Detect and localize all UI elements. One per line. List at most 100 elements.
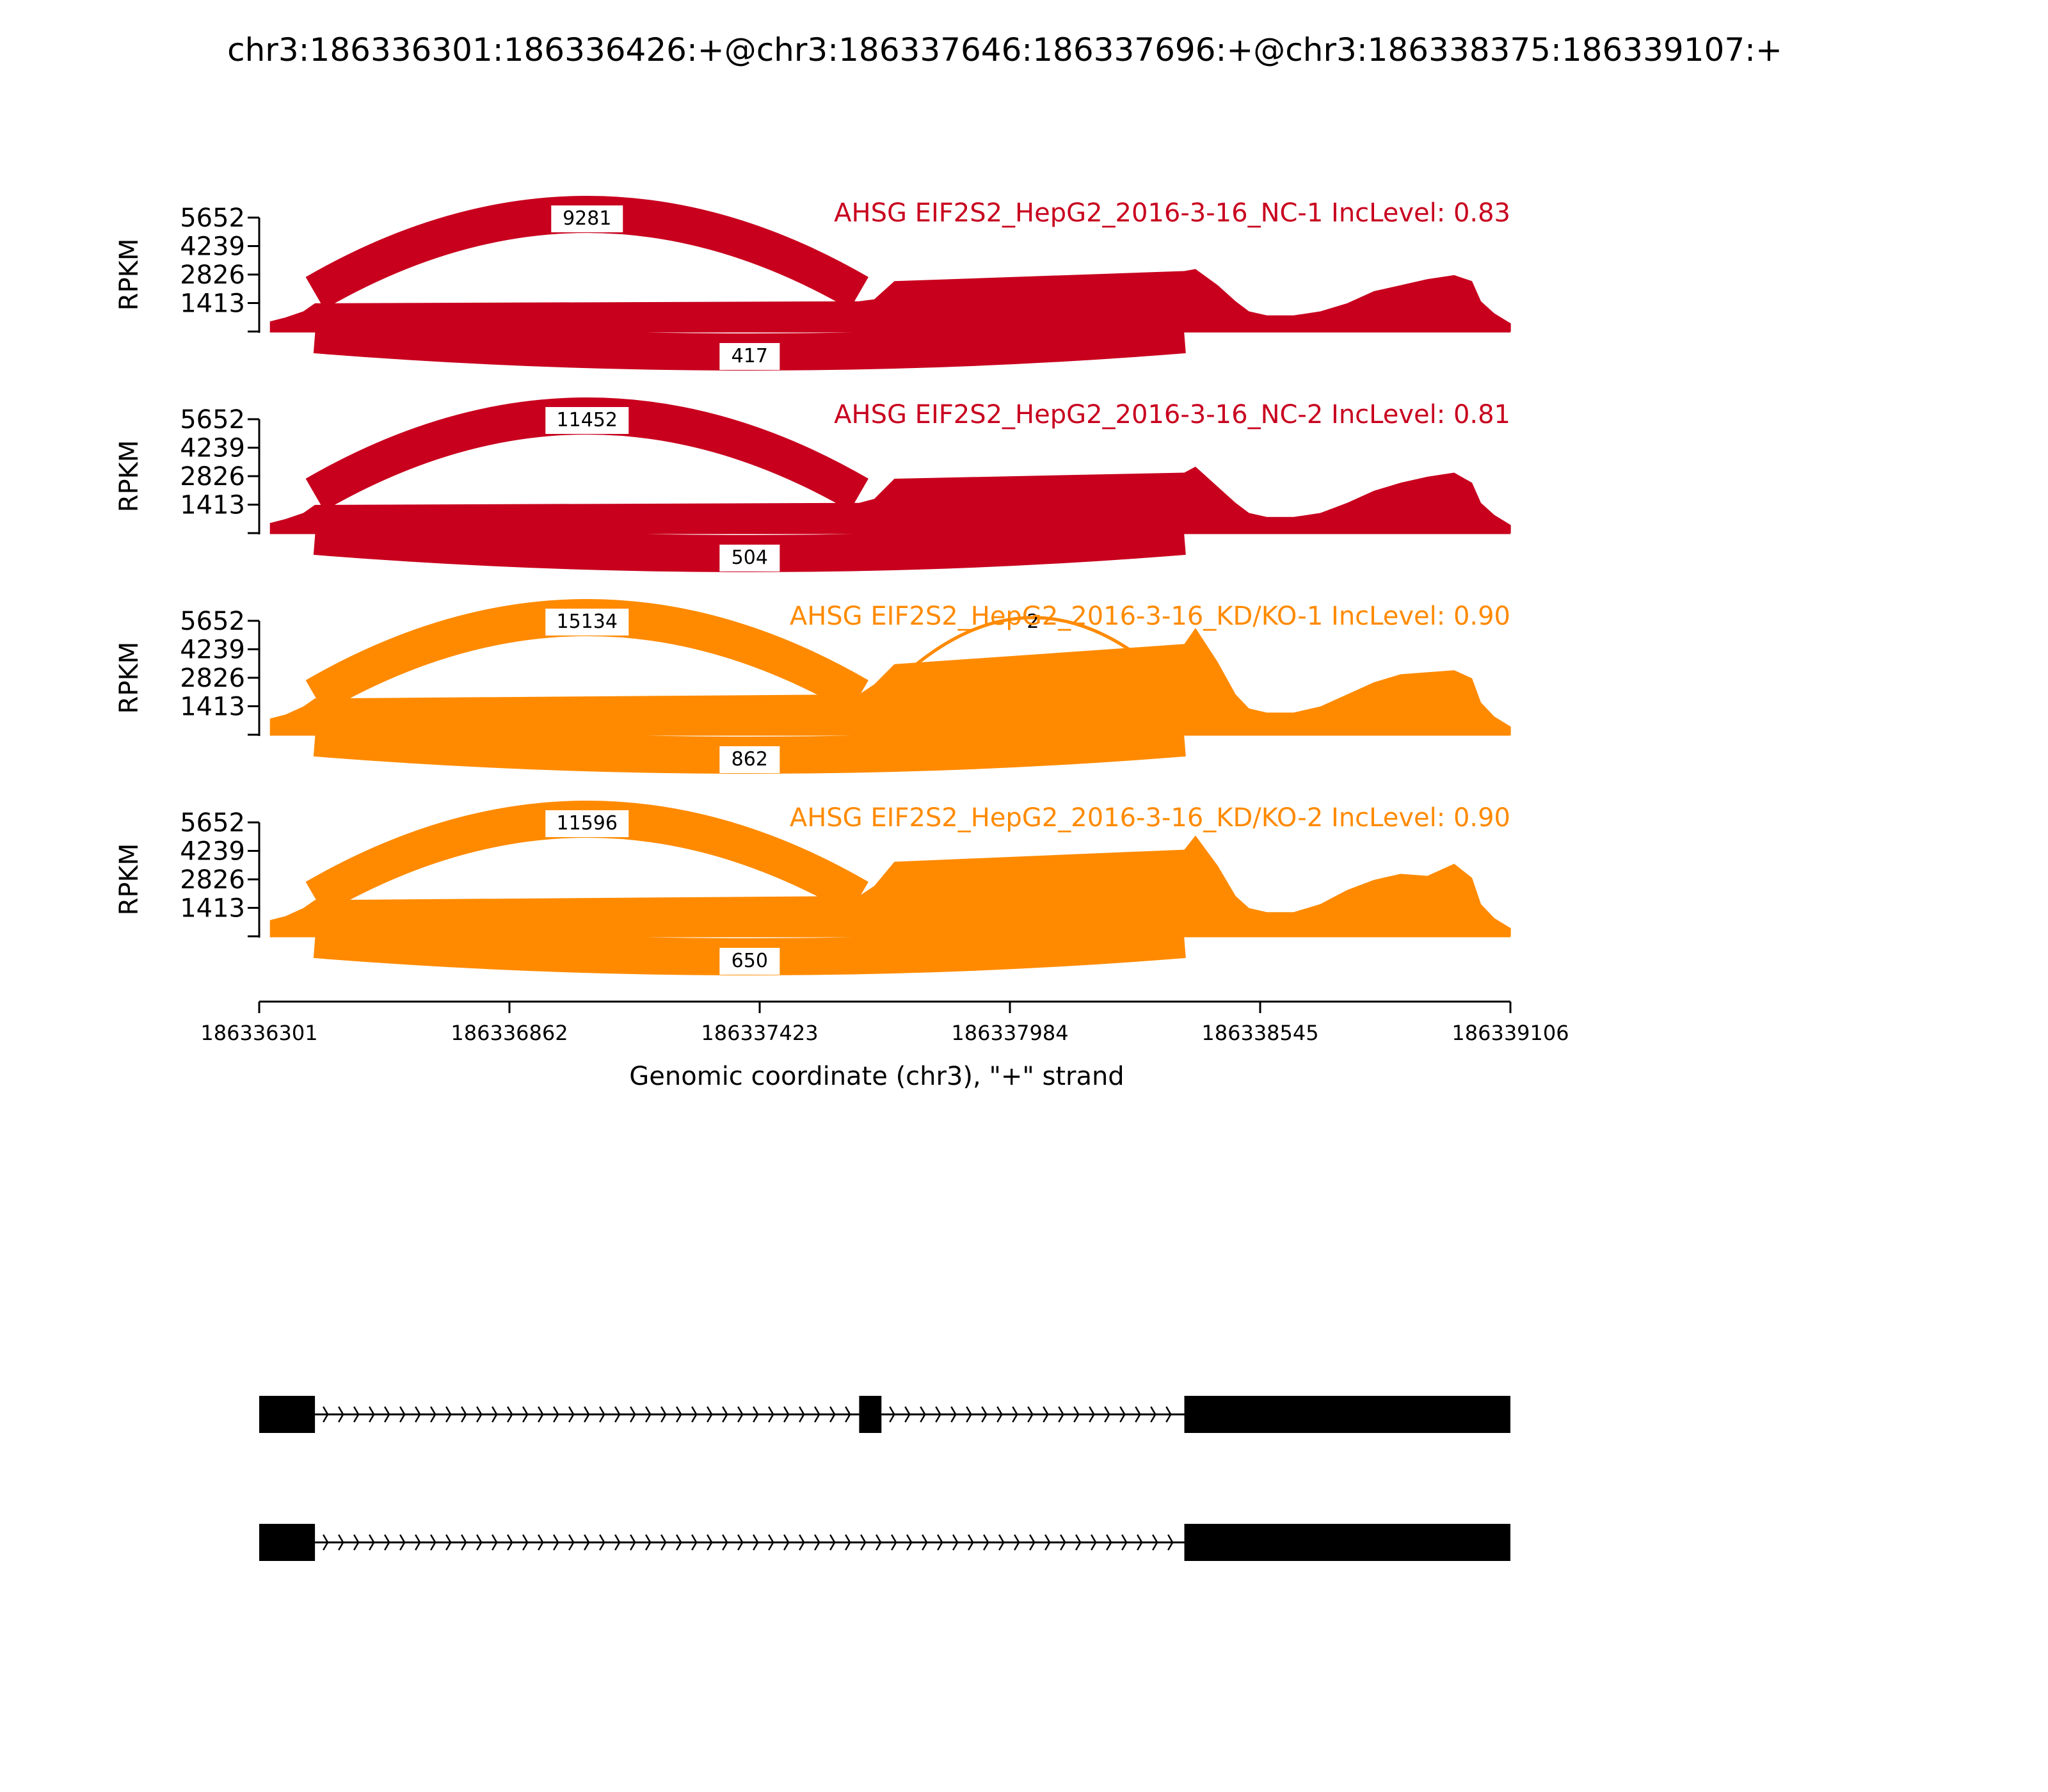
junction-count: 15134 [557, 611, 618, 633]
strand-arrow [338, 1534, 344, 1551]
junction-arc [880, 616, 1186, 698]
y-tick-label: 2826 [180, 664, 245, 693]
junction-count: 2 [1027, 611, 1039, 633]
y-tick-label: 4239 [180, 232, 245, 262]
strand-arrow [981, 1406, 988, 1423]
strand-arrow [935, 1406, 941, 1423]
figure-title: chr3:186336301:186336426:+@chr3:18633764… [227, 31, 1782, 68]
strand-arrow [966, 1406, 972, 1423]
y-tick-label: 4239 [180, 434, 245, 463]
strand-arrow [937, 1534, 943, 1551]
strand-arrow [492, 1406, 498, 1423]
strand-arrow [1104, 1406, 1110, 1423]
junction-label-bg [545, 810, 629, 837]
junction-label-bg [719, 545, 780, 572]
strand-arrow [430, 1534, 436, 1551]
strand-arrow [430, 1406, 436, 1423]
strand-arrow [753, 1534, 759, 1551]
coverage-area [269, 835, 1511, 936]
strand-arrow [660, 1406, 667, 1423]
junction-count: 9281 [563, 207, 611, 230]
x-tick-label: 186337984 [951, 1021, 1068, 1045]
strand-arrow [707, 1406, 713, 1423]
strand-arrow [876, 1534, 882, 1551]
strand-arrow [323, 1406, 329, 1423]
strand-arrow [476, 1406, 483, 1423]
strand-arrow [614, 1406, 621, 1423]
strand-arrow [691, 1534, 698, 1551]
strand-arrow [998, 1534, 1005, 1551]
x-tick-label: 186337423 [701, 1021, 818, 1045]
strand-arrow [1135, 1406, 1141, 1423]
junction-label-bg [719, 948, 780, 975]
junction-label-bg [719, 746, 780, 773]
strand-arrow [1091, 1534, 1097, 1551]
strand-arrow [353, 1406, 360, 1423]
strand-arrow [399, 1534, 406, 1551]
strand-arrow [538, 1534, 544, 1551]
x-axis-label: Genomic coordinate (chr3), "+" strand [629, 1062, 1124, 1091]
strand-arrow [384, 1406, 390, 1423]
strand-arrow [1027, 1406, 1034, 1423]
strand-arrow [492, 1534, 498, 1551]
strand-arrow [783, 1406, 790, 1423]
strand-arrow [691, 1406, 698, 1423]
exon-block [1184, 1396, 1510, 1433]
strand-arrow [1029, 1534, 1036, 1551]
strand-arrow [722, 1406, 728, 1423]
isoform-models [259, 1396, 1510, 1561]
strand-arrow [522, 1406, 529, 1423]
junction-label-bg [719, 343, 780, 370]
x-axis: 186336301 186336862 186337423 186337984 1863… [200, 1000, 1569, 1045]
track-label: AHSG EIF2S2_HepG2_2016-3-16_KD/KO-1 IncL… [790, 602, 1510, 631]
strand-arrow [507, 1534, 513, 1551]
strand-arrow [952, 1534, 959, 1551]
y-tick-label: 5652 [180, 808, 245, 838]
strand-arrow [814, 1406, 820, 1423]
y-tick-label: 1413 [180, 491, 245, 520]
strand-arrow [1167, 1534, 1174, 1551]
strand-arrow [920, 1406, 926, 1423]
y-axis-label: RPKM [115, 642, 144, 714]
strand-arrow [645, 1534, 652, 1551]
y-axis-label: RPKM [115, 239, 144, 311]
y-tick-label: 4239 [180, 636, 245, 665]
strand-arrow [461, 1406, 467, 1423]
strand-arrow [996, 1406, 1003, 1423]
strand-arrow [445, 1534, 452, 1551]
strand-arrow [799, 1534, 805, 1551]
junction-label-bg [545, 609, 629, 636]
y-tick-label: 1413 [180, 894, 245, 924]
coverage-area [269, 269, 1511, 332]
strand-arrow [906, 1534, 913, 1551]
strand-arrow [737, 1406, 744, 1423]
strand-arrow [768, 1534, 774, 1551]
strand-arrow [1150, 1406, 1156, 1423]
strand-arrow [768, 1406, 774, 1423]
coverage-area [269, 628, 1511, 735]
exon-block [259, 1396, 316, 1433]
strand-arrow [584, 1534, 590, 1551]
strand-arrow [399, 1406, 406, 1423]
strand-arrow [1075, 1534, 1082, 1551]
strand-arrow [904, 1406, 911, 1423]
strand-arrow [1152, 1534, 1158, 1551]
y-tick-label: 1413 [180, 692, 245, 722]
strand-arrow [1165, 1406, 1172, 1423]
strand-arrow [660, 1534, 667, 1551]
strand-arrow [384, 1534, 390, 1551]
strand-arrow [522, 1534, 529, 1551]
strand-arrow [829, 1406, 836, 1423]
junction-label-bg [545, 407, 629, 434]
strand-arrow [814, 1534, 820, 1551]
junction-count: 504 [732, 547, 768, 569]
strand-arrow [476, 1534, 483, 1551]
strand-arrow [645, 1406, 652, 1423]
strand-arrow [1121, 1534, 1128, 1551]
strand-arrow [461, 1534, 467, 1551]
